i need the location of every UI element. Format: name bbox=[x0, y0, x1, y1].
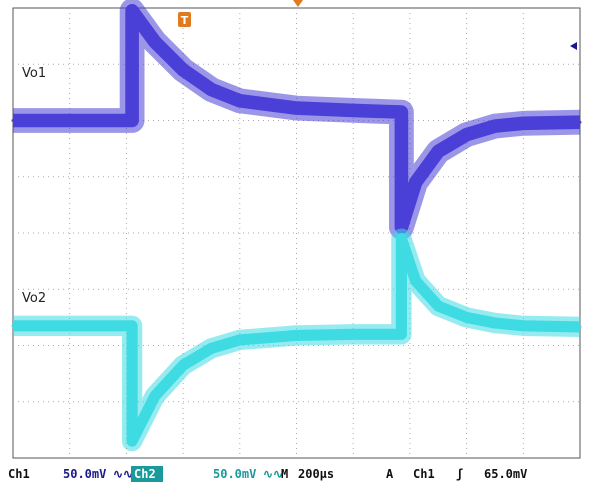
data-point-ch2 bbox=[521, 324, 525, 328]
data-point-ch2 bbox=[209, 346, 213, 350]
data-point-ch1 bbox=[521, 121, 525, 125]
status-ch2-scale: 50.0mV bbox=[213, 467, 256, 481]
trigger-marker-label: T bbox=[181, 14, 189, 27]
data-point-ch1 bbox=[465, 133, 469, 137]
status-ch1-name: Ch1 bbox=[8, 467, 30, 481]
trace-label-vo2: Vo2 bbox=[22, 291, 46, 306]
data-point-ch2 bbox=[11, 324, 15, 328]
data-point-ch2 bbox=[130, 439, 134, 443]
data-point-ch1 bbox=[399, 225, 403, 229]
data-point-ch2 bbox=[465, 315, 469, 319]
data-point-ch2 bbox=[153, 394, 157, 398]
status-ch1-scale: 50.0mV bbox=[63, 467, 106, 481]
traces bbox=[11, 0, 582, 452]
data-point-ch1 bbox=[130, 119, 134, 122]
data-point-ch2 bbox=[399, 332, 403, 336]
data-point-ch1 bbox=[153, 40, 157, 44]
data-point-ch2 bbox=[399, 237, 403, 241]
markers: T bbox=[178, 0, 577, 50]
data-point-ch2 bbox=[493, 321, 497, 325]
data-point-ch1 bbox=[493, 124, 497, 128]
horizontal-position-marker-icon bbox=[293, 0, 303, 7]
status-timebase-label: M bbox=[281, 467, 288, 481]
status-trigger-level: 65.0mV bbox=[484, 467, 527, 481]
data-point-ch2 bbox=[130, 324, 134, 328]
data-point-ch2 bbox=[295, 333, 298, 337]
status-trigger-mode: A bbox=[386, 467, 394, 481]
status-ch2-badge bbox=[131, 466, 163, 482]
data-point-ch1 bbox=[436, 149, 440, 153]
data-point-ch1 bbox=[209, 88, 213, 92]
data-point-ch1 bbox=[351, 108, 355, 112]
data-point-ch1 bbox=[414, 180, 418, 184]
status-trigger-slope-icon: ʃ bbox=[456, 467, 463, 481]
data-point-ch1 bbox=[295, 106, 298, 110]
status-timebase: 200µs bbox=[298, 467, 334, 481]
data-point-ch2 bbox=[414, 279, 418, 283]
data-point-ch2 bbox=[181, 363, 185, 367]
trigger-level-arrow-icon bbox=[570, 42, 577, 50]
data-point-ch1 bbox=[11, 119, 15, 122]
data-point-ch1 bbox=[181, 68, 185, 72]
status-bar: Ch1 50.0mV ∿∿ Ch2 50.0mV ∿∿ M 200µs A Ch… bbox=[8, 466, 527, 482]
status-ch2-name: Ch2 bbox=[134, 467, 156, 481]
trace-label-vo1: Vo1 bbox=[22, 66, 46, 81]
data-point-ch2 bbox=[351, 332, 355, 336]
data-point-ch1 bbox=[578, 120, 582, 124]
data-point-ch1 bbox=[130, 9, 134, 13]
status-trigger-source: Ch1 bbox=[413, 467, 435, 481]
data-point-ch1 bbox=[399, 110, 403, 114]
status-ch1-coupling: ∿∿ bbox=[113, 467, 133, 481]
data-point-ch2 bbox=[238, 338, 242, 342]
data-point-ch2 bbox=[578, 325, 582, 329]
status-ch2-coupling: ∿∿ bbox=[263, 467, 283, 481]
data-point-ch1 bbox=[238, 99, 242, 103]
trigger-marker-icon bbox=[178, 12, 191, 27]
data-point-ch2 bbox=[436, 304, 440, 308]
